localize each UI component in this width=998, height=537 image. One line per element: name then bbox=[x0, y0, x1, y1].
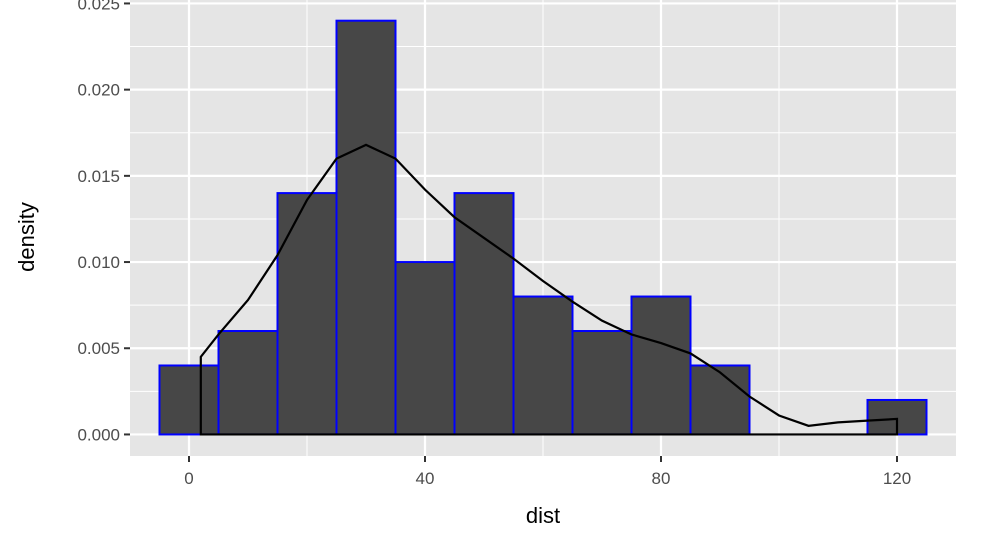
histogram-bar bbox=[335, 19, 397, 436]
histogram-bar bbox=[217, 330, 279, 436]
histogram-bar bbox=[571, 330, 633, 436]
histogram-bar bbox=[630, 295, 692, 436]
histogram-bar bbox=[158, 364, 220, 436]
x-tick-label: 120 bbox=[883, 469, 911, 488]
histogram-bars bbox=[158, 19, 928, 436]
y-tick-label: 0.020 bbox=[77, 81, 120, 100]
histogram-bar bbox=[276, 192, 338, 436]
y-axis-title: density bbox=[14, 202, 39, 272]
x-axis-ticks: 0 40 80 120 bbox=[184, 456, 911, 488]
y-tick-label: 0.000 bbox=[77, 425, 120, 444]
density-curve bbox=[199, 143, 899, 436]
histogram-bar bbox=[689, 364, 751, 436]
y-tick-label: 0.015 bbox=[77, 167, 120, 186]
x-tick-label: 40 bbox=[416, 469, 435, 488]
histogram-bar bbox=[453, 192, 515, 436]
x-tick-label: 0 bbox=[184, 469, 193, 488]
y-tick-label: 0.025 bbox=[77, 0, 120, 13]
x-axis-title: dist bbox=[526, 503, 560, 528]
y-axis-ticks: 0.000 0.005 0.010 0.015 0.020 0.025 bbox=[77, 0, 130, 444]
histogram-bar bbox=[512, 295, 574, 436]
x-tick-label: 80 bbox=[652, 469, 671, 488]
histogram-bar bbox=[394, 261, 456, 436]
y-tick-label: 0.005 bbox=[77, 339, 120, 358]
y-tick-label: 0.010 bbox=[77, 253, 120, 272]
